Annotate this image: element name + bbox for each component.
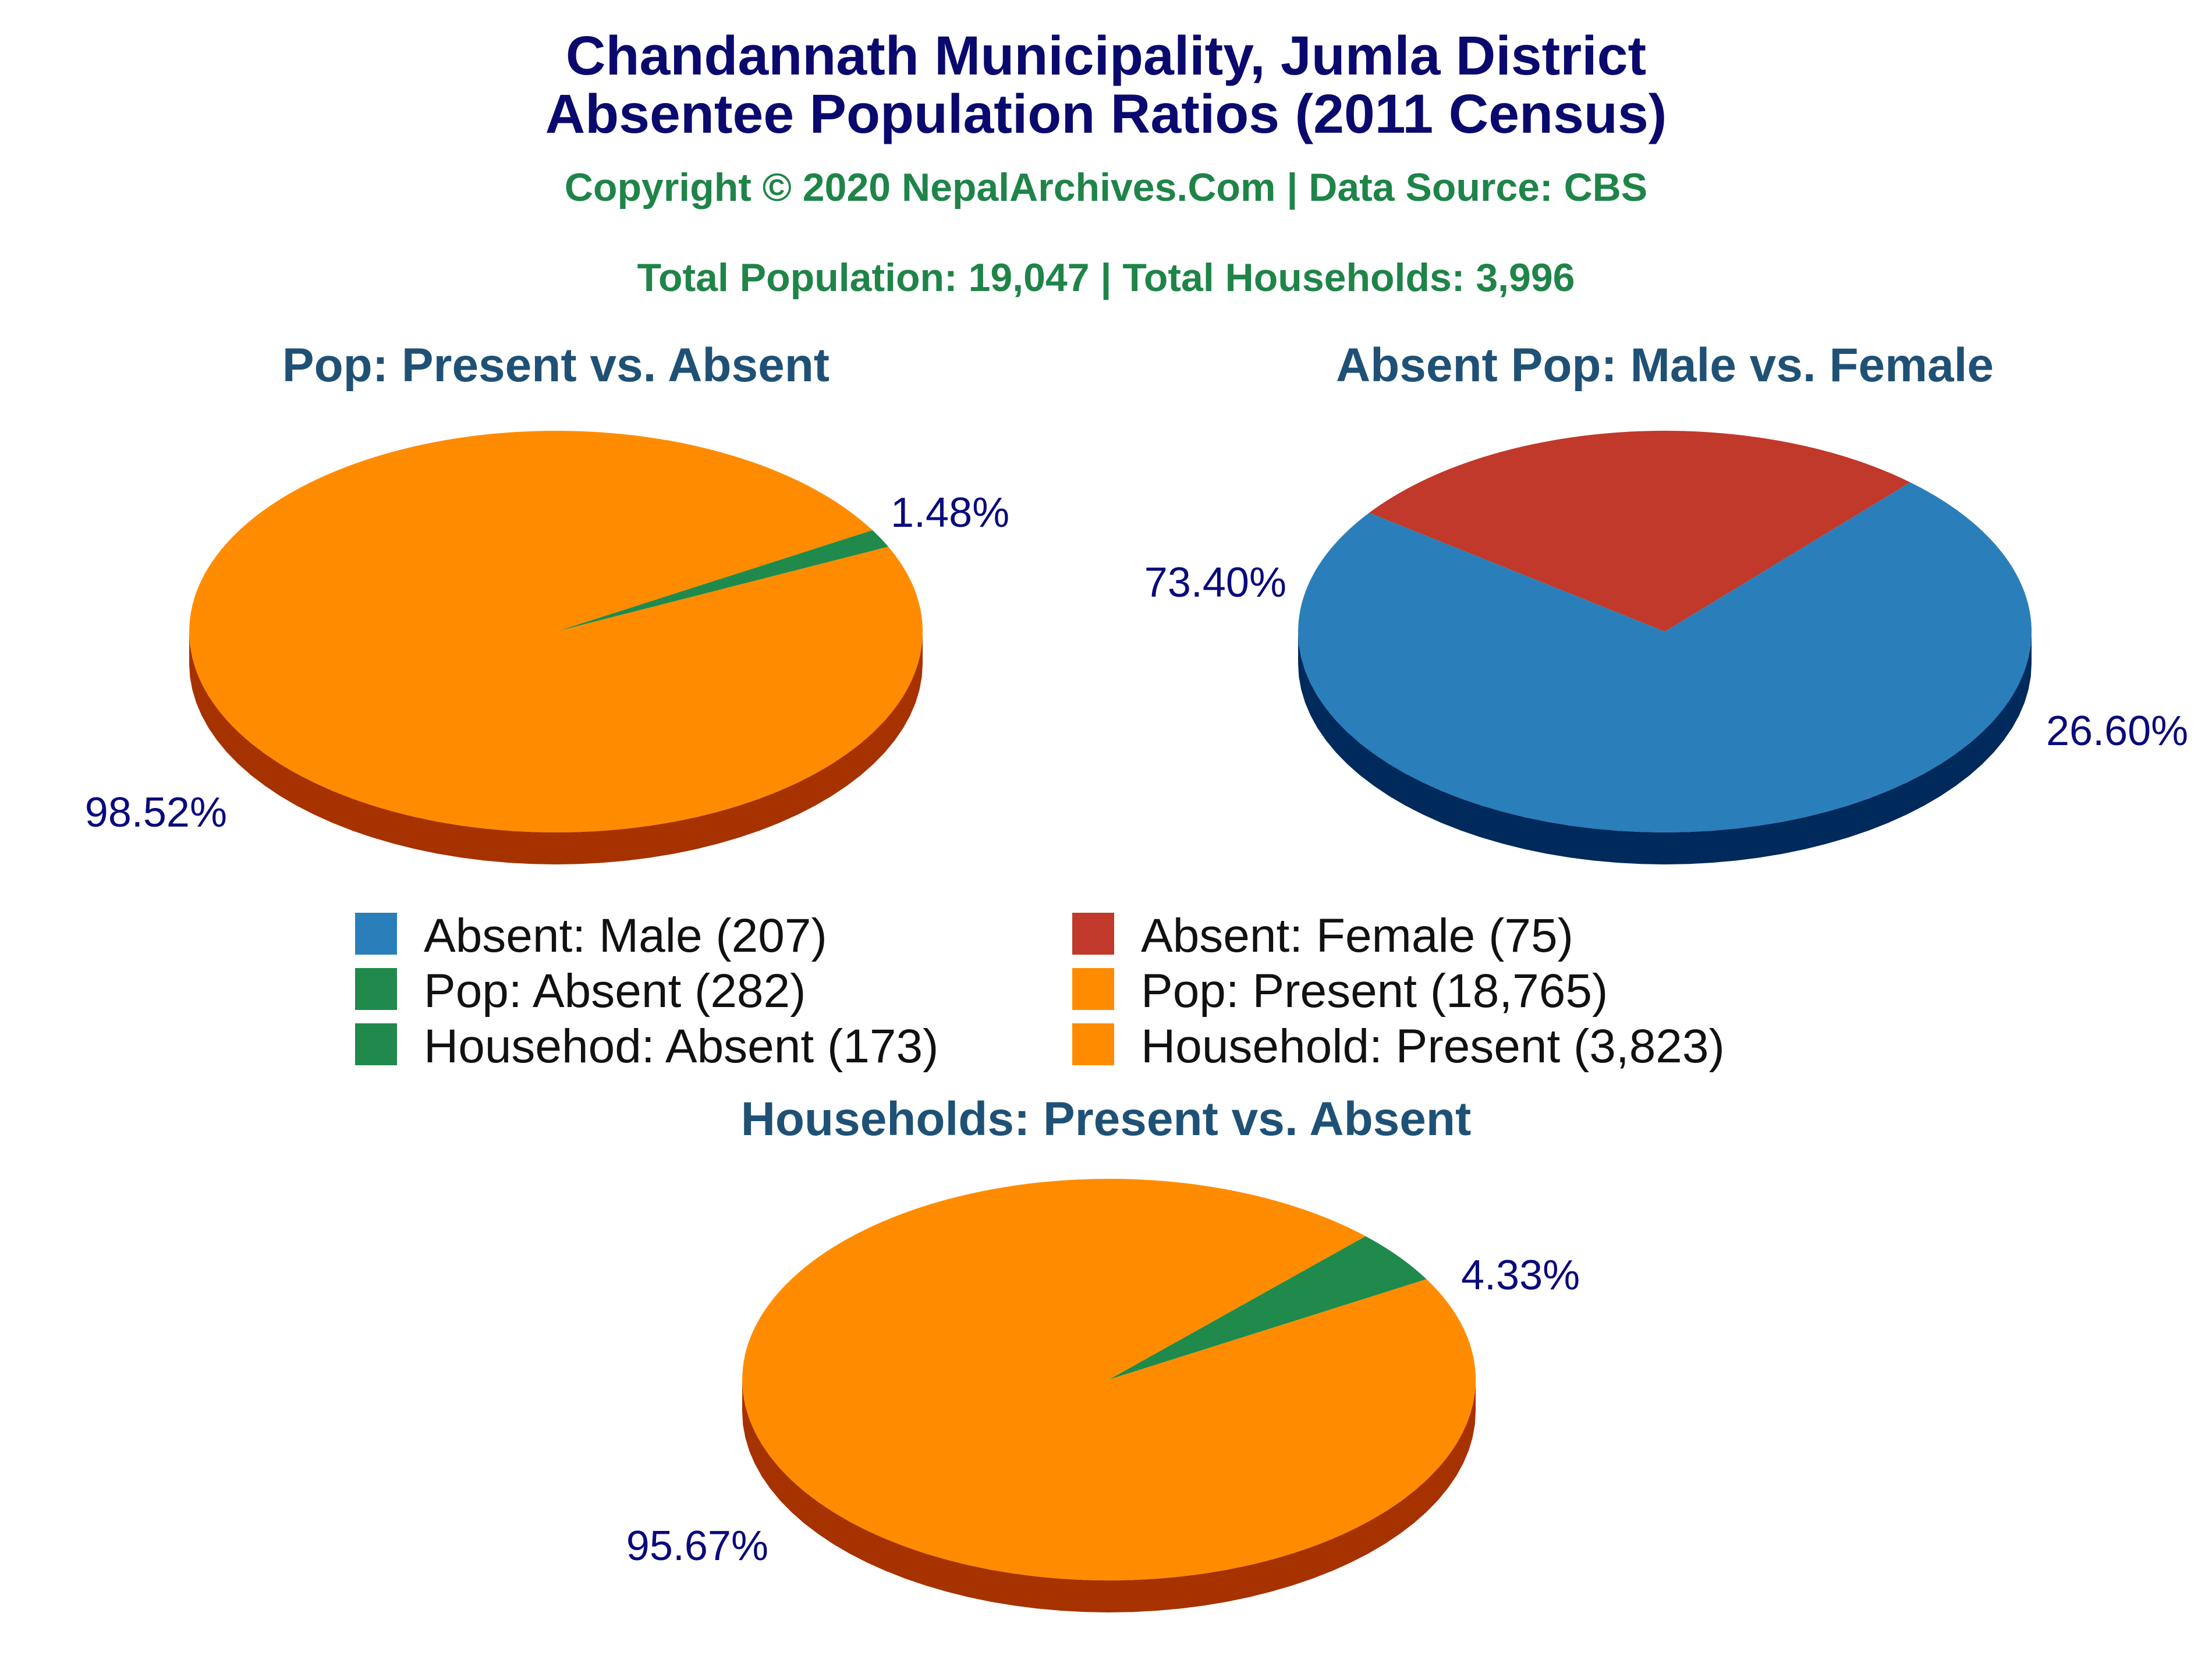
legend: Absent: Male (207) Absent: Female (75) P… [355, 909, 1725, 1073]
legend-item-household-present: Household: Present (3,823) [1072, 1020, 1725, 1073]
pie-households: 4.33% 95.67% [626, 1179, 1580, 1612]
pie3-title: Households: Present vs. Absent [741, 1093, 1472, 1146]
legend-label-pop-present: Pop: Present (18,765) [1141, 965, 1608, 1018]
pie2-side-absent-male [1298, 632, 2032, 864]
legend-swatch-household-absent [355, 1023, 397, 1065]
chart-title-line2: Absentee Population Ratios (2011 Census) [545, 83, 1667, 145]
pie-absent-gender: 26.60% 73.40% [1144, 430, 2188, 864]
pie3-pct-label-househod-absent: 4.33% [1461, 1252, 1580, 1299]
legend-swatch-absent-male [355, 913, 397, 955]
legend-label-pop-absent: Pop: Absent (282) [424, 965, 806, 1018]
totals-text: Total Population: 19,047 | Total Househo… [637, 256, 1575, 300]
pie3-pct-label-household-present: 95.67% [626, 1523, 768, 1569]
pie3-side-household-present [742, 1380, 1476, 1612]
pie2-pct-label-absent-male: 73.40% [1144, 559, 1286, 606]
pie1-pct-label-pop-absent: 1.48% [891, 490, 1009, 536]
pie1-slice-pop-absent [556, 530, 888, 632]
legend-label-household-present: Household: Present (3,823) [1141, 1020, 1725, 1073]
pie1-pct-label-pop-present: 98.52% [85, 789, 227, 836]
pie3-slice-househod-absent [1109, 1236, 1427, 1380]
pie3-slice-household-present [742, 1179, 1476, 1581]
legend-item-pop-present: Pop: Present (18,765) [1072, 965, 1608, 1018]
pie1-title: Pop: Present vs. Absent [282, 339, 830, 392]
pie-population: 1.48% 98.52% [85, 431, 1009, 864]
legend-item-pop-absent: Pop: Absent (282) [355, 965, 806, 1018]
pie1-slice-pop-present [189, 431, 923, 833]
copyright-text: Copyright © 2020 NepalArchives.Com | Dat… [565, 165, 1647, 210]
pie2-title: Absent Pop: Male vs. Female [1336, 339, 1994, 392]
legend-swatch-absent-female [1072, 913, 1114, 955]
legend-item-absent-female: Absent: Female (75) [1072, 909, 1573, 962]
legend-swatch-pop-present [1072, 968, 1114, 1010]
legend-item-absent-male: Absent: Male (207) [355, 909, 827, 962]
legend-item-household-absent: Househod: Absent (173) [355, 1020, 938, 1073]
legend-label-household-absent: Househod: Absent (173) [424, 1020, 938, 1073]
legend-label-absent-female: Absent: Female (75) [1141, 909, 1573, 962]
legend-swatch-pop-absent [355, 968, 397, 1010]
pie2-pct-label-absent-female: 26.60% [2046, 708, 2188, 754]
chart-title-line1: Chandannath Municipality, Jumla District [566, 25, 1646, 87]
legend-swatch-household-present [1072, 1023, 1114, 1065]
legend-label-absent-male: Absent: Male (207) [424, 909, 827, 962]
pie2-slice-absent-female [1369, 430, 1910, 632]
pie2-slice-absent-male [1298, 482, 2032, 832]
pie1-side-pop-present [189, 632, 923, 864]
